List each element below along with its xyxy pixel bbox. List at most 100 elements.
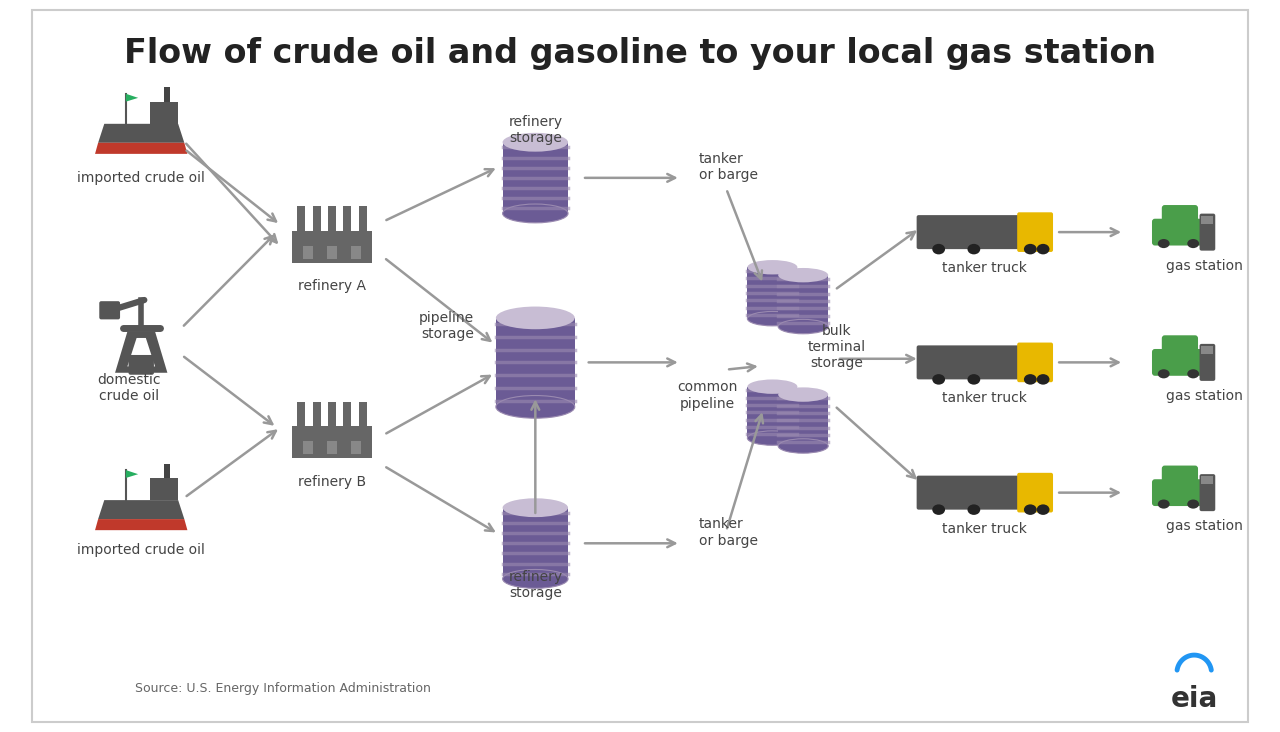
FancyBboxPatch shape <box>100 301 120 319</box>
FancyBboxPatch shape <box>503 508 568 579</box>
FancyBboxPatch shape <box>1199 474 1215 511</box>
FancyBboxPatch shape <box>495 318 575 407</box>
Ellipse shape <box>1188 499 1199 509</box>
Polygon shape <box>95 143 187 154</box>
Ellipse shape <box>1188 369 1199 378</box>
Polygon shape <box>128 338 155 367</box>
FancyBboxPatch shape <box>916 346 1021 379</box>
Text: tanker truck: tanker truck <box>942 522 1028 536</box>
FancyBboxPatch shape <box>916 476 1021 509</box>
FancyBboxPatch shape <box>1018 212 1053 252</box>
Text: common
pipeline: common pipeline <box>677 381 739 411</box>
FancyBboxPatch shape <box>297 402 305 426</box>
Polygon shape <box>99 500 184 519</box>
FancyBboxPatch shape <box>326 246 337 259</box>
FancyBboxPatch shape <box>1162 335 1198 357</box>
FancyBboxPatch shape <box>128 355 154 375</box>
Text: tanker truck: tanker truck <box>942 392 1028 406</box>
Ellipse shape <box>778 387 828 402</box>
Polygon shape <box>125 470 138 478</box>
Ellipse shape <box>1158 239 1170 248</box>
Ellipse shape <box>1037 504 1050 515</box>
FancyBboxPatch shape <box>292 426 372 458</box>
FancyBboxPatch shape <box>303 246 314 259</box>
FancyBboxPatch shape <box>151 102 178 124</box>
Ellipse shape <box>748 260 797 274</box>
FancyBboxPatch shape <box>778 275 828 326</box>
Polygon shape <box>125 94 138 102</box>
FancyBboxPatch shape <box>1018 473 1053 512</box>
FancyBboxPatch shape <box>1152 479 1207 506</box>
Text: refinery
storage: refinery storage <box>508 115 562 145</box>
FancyBboxPatch shape <box>748 386 797 438</box>
Text: tanker
or barge: tanker or barge <box>699 518 758 548</box>
Ellipse shape <box>495 307 575 329</box>
FancyBboxPatch shape <box>351 441 361 454</box>
Ellipse shape <box>1024 374 1037 384</box>
Ellipse shape <box>932 244 945 255</box>
Ellipse shape <box>748 379 797 394</box>
Ellipse shape <box>932 504 945 515</box>
FancyBboxPatch shape <box>1202 216 1213 224</box>
FancyBboxPatch shape <box>328 402 337 426</box>
FancyBboxPatch shape <box>312 206 321 231</box>
Polygon shape <box>99 124 184 143</box>
Ellipse shape <box>1188 239 1199 248</box>
Text: refinery B: refinery B <box>298 474 366 488</box>
FancyBboxPatch shape <box>151 478 178 500</box>
FancyBboxPatch shape <box>343 402 352 426</box>
FancyBboxPatch shape <box>748 267 797 318</box>
Text: tanker truck: tanker truck <box>942 261 1028 275</box>
Ellipse shape <box>932 374 945 384</box>
FancyBboxPatch shape <box>328 206 337 231</box>
Ellipse shape <box>1024 504 1037 515</box>
Polygon shape <box>95 519 187 530</box>
Ellipse shape <box>1037 244 1050 255</box>
FancyBboxPatch shape <box>1018 343 1053 382</box>
Ellipse shape <box>778 268 828 283</box>
Text: refinery
storage: refinery storage <box>508 570 562 600</box>
Text: domestic
crude oil: domestic crude oil <box>97 373 161 403</box>
Ellipse shape <box>968 374 980 384</box>
Text: pipeline
storage: pipeline storage <box>419 311 474 341</box>
FancyBboxPatch shape <box>1152 349 1207 376</box>
Text: Source: U.S. Energy Information Administration: Source: U.S. Energy Information Administ… <box>136 681 431 695</box>
Text: eia: eia <box>1171 684 1217 713</box>
FancyBboxPatch shape <box>778 395 828 446</box>
Text: imported crude oil: imported crude oil <box>77 171 205 184</box>
Ellipse shape <box>1158 369 1170 378</box>
FancyBboxPatch shape <box>916 215 1021 249</box>
Text: gas station: gas station <box>1166 520 1243 534</box>
Ellipse shape <box>503 569 568 589</box>
FancyBboxPatch shape <box>297 206 305 231</box>
Text: refinery A: refinery A <box>298 279 366 293</box>
Ellipse shape <box>748 312 797 326</box>
Text: tanker
or barge: tanker or barge <box>699 152 758 182</box>
Ellipse shape <box>778 319 828 334</box>
FancyBboxPatch shape <box>164 87 170 102</box>
Ellipse shape <box>1037 374 1050 384</box>
FancyBboxPatch shape <box>1162 466 1198 487</box>
Ellipse shape <box>495 395 575 418</box>
Polygon shape <box>115 332 168 373</box>
FancyBboxPatch shape <box>1152 219 1207 245</box>
Ellipse shape <box>748 431 797 445</box>
FancyBboxPatch shape <box>343 206 352 231</box>
Ellipse shape <box>778 438 828 453</box>
Ellipse shape <box>503 204 568 223</box>
FancyBboxPatch shape <box>1199 344 1215 381</box>
Ellipse shape <box>503 498 568 517</box>
Ellipse shape <box>503 132 568 152</box>
FancyBboxPatch shape <box>1202 476 1213 485</box>
FancyBboxPatch shape <box>303 441 314 454</box>
Ellipse shape <box>968 244 980 255</box>
Ellipse shape <box>968 504 980 515</box>
FancyBboxPatch shape <box>312 402 321 426</box>
FancyBboxPatch shape <box>326 441 337 454</box>
FancyBboxPatch shape <box>503 142 568 214</box>
Text: gas station: gas station <box>1166 389 1243 403</box>
FancyBboxPatch shape <box>360 402 367 426</box>
FancyBboxPatch shape <box>292 231 372 263</box>
FancyBboxPatch shape <box>164 464 170 478</box>
FancyBboxPatch shape <box>1162 205 1198 227</box>
